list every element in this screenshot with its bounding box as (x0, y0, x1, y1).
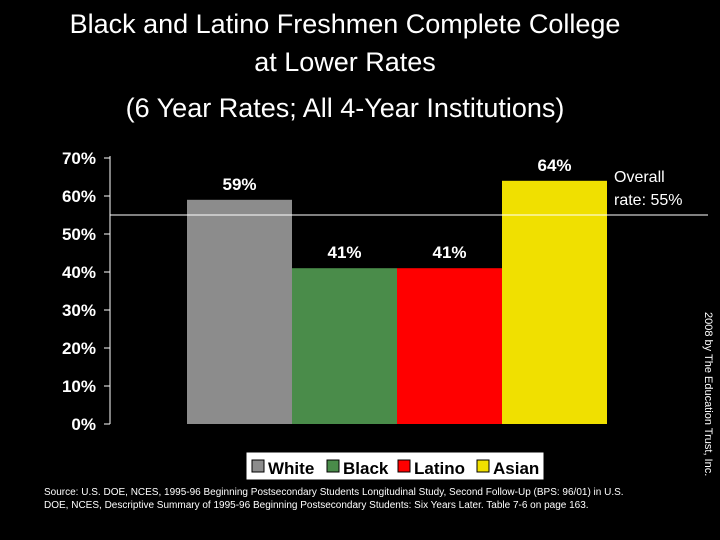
legend-swatch (251, 459, 265, 473)
chart-title-line1: Black and Latino Freshmen Complete Colle… (69, 9, 621, 39)
legend-label: White (268, 459, 314, 478)
y-tick-label: 50% (62, 225, 96, 244)
legend-label: Black (343, 459, 389, 478)
legend-swatch (326, 459, 340, 473)
y-tick-label: 20% (62, 339, 96, 358)
y-tick-label: 60% (62, 187, 96, 206)
legend-swatch (476, 459, 490, 473)
copyright-credit: 2008 by The Education Trust, Inc. (702, 312, 714, 477)
y-tick-label: 30% (62, 301, 96, 320)
chart-subtitle: (6 Year Rates; All 4-Year Institutions) (125, 93, 565, 123)
data-label: 41% (327, 243, 361, 262)
y-tick-label: 0% (71, 415, 96, 434)
y-tick-label: 10% (62, 377, 96, 396)
bar-black (292, 268, 397, 424)
legend-swatch (397, 459, 411, 473)
legend (245, 451, 545, 481)
legend-label: Asian (493, 459, 539, 478)
data-label: 59% (222, 175, 256, 194)
legend-label: Latino (414, 459, 465, 478)
bar-latino (397, 268, 502, 424)
y-tick-label: 40% (62, 263, 96, 282)
overall-rate-label: rate: 55% (614, 192, 682, 209)
bar-asian (502, 180, 607, 424)
data-label: 41% (432, 243, 466, 262)
overall-rate-label: Overall (614, 169, 665, 186)
data-label: 64% (537, 156, 571, 175)
source-note: Source: U.S. DOE, NCES, 1995-96 Beginnin… (44, 487, 624, 511)
bar-white (187, 199, 292, 424)
chart-title-line2: at Lower Rates (254, 47, 436, 77)
y-tick-label: 70% (62, 149, 96, 168)
